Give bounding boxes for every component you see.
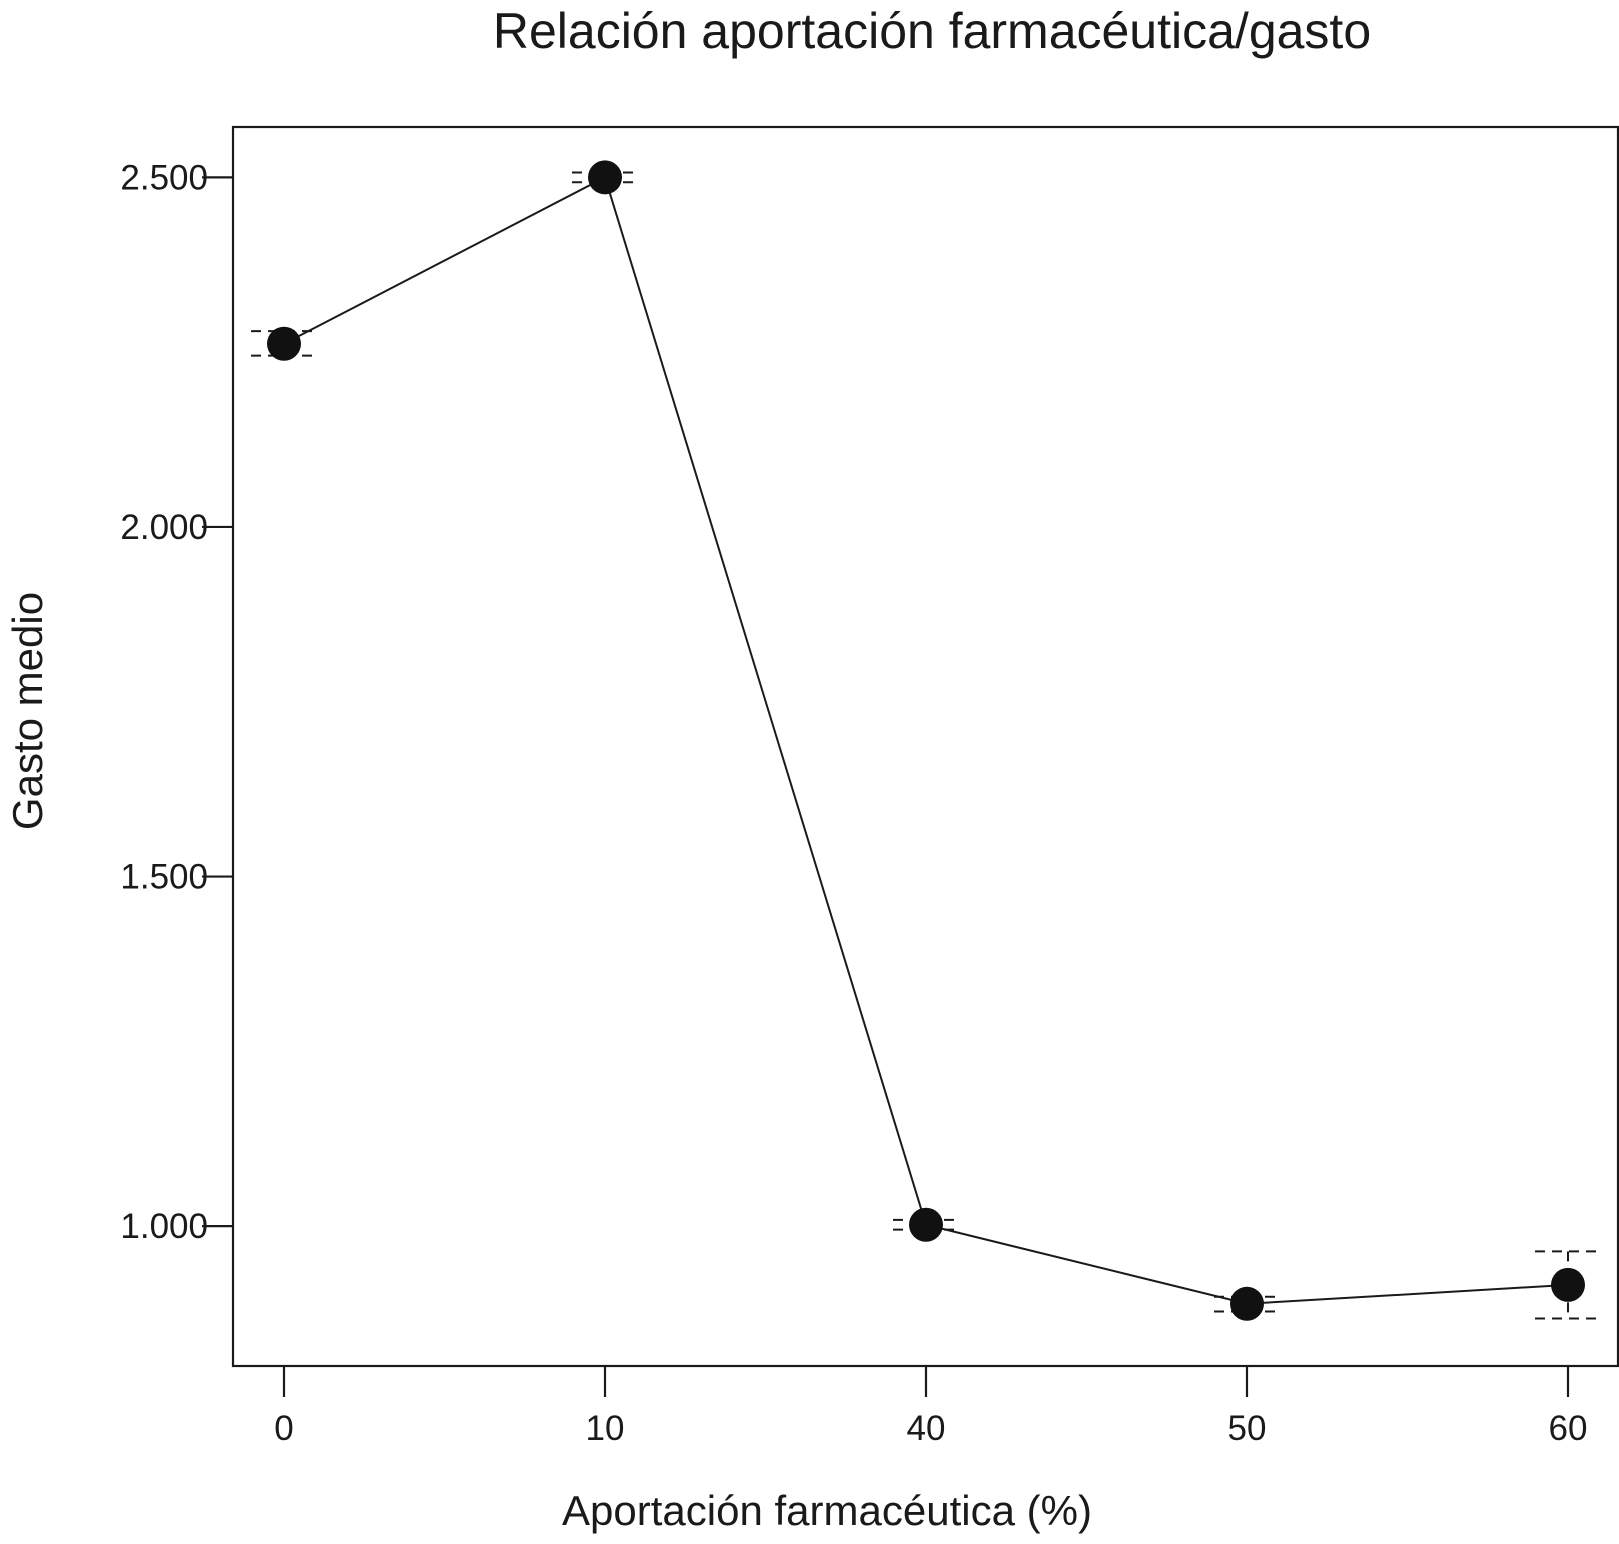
y-tick-label: 1.500 xyxy=(120,858,208,897)
x-tick-label: 60 xyxy=(1549,1409,1588,1448)
y-tick-label: 1.000 xyxy=(120,1207,208,1246)
series-line xyxy=(283,175,1569,1305)
y-axis: 1.000 1.500 2.000 2.500 xyxy=(120,158,233,1246)
y-tick-label: 2.500 xyxy=(120,158,208,197)
data-point xyxy=(1230,1286,1264,1321)
y-tick-label: 2.000 xyxy=(120,508,208,547)
plot-frame xyxy=(231,125,1619,1368)
data-point xyxy=(588,160,622,195)
x-tick-label: 40 xyxy=(907,1409,946,1448)
data-point xyxy=(1551,1267,1585,1302)
x-axis: 0 10 40 50 60 xyxy=(274,1366,1587,1448)
error-bar xyxy=(1535,1250,1601,1320)
x-tick-label: 0 xyxy=(274,1409,293,1448)
series-layer xyxy=(251,160,1601,1321)
x-tick-label: 10 xyxy=(586,1409,625,1448)
data-point xyxy=(267,326,301,361)
chart-title: Relación aportación farmacéutica/gasto xyxy=(493,3,1371,59)
x-axis-label: Aportación farmacéutica (%) xyxy=(562,1487,1092,1534)
data-point xyxy=(909,1207,943,1242)
x-tick-label: 50 xyxy=(1228,1409,1267,1448)
y-axis-label: Gasto medio xyxy=(4,592,51,830)
